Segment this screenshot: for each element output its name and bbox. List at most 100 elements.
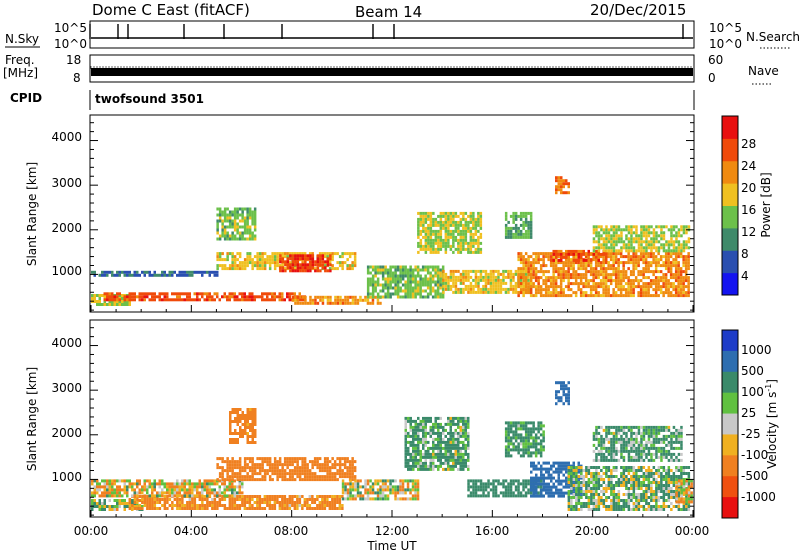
velocity-cell-6 <box>412 440 415 444</box>
velocity-cell-1 <box>258 501 262 504</box>
nsky-strip-frame <box>89 20 695 49</box>
velocity-cell-3 <box>226 475 229 479</box>
power-cell-6 <box>379 301 382 305</box>
power-cell-5 <box>251 219 254 223</box>
power-cell-8 <box>419 211 423 215</box>
power-cell-11 <box>529 273 533 277</box>
power-cell-1 <box>173 292 176 296</box>
power-cell-7 <box>386 286 390 290</box>
velocity-cell-2 <box>153 482 156 486</box>
power-cell-11 <box>642 267 645 271</box>
power-cell-8 <box>464 226 468 230</box>
power-cell-14 <box>667 249 671 253</box>
velocity-cell-3 <box>251 466 254 470</box>
power-cell-11 <box>664 276 668 280</box>
power-cell-10 <box>504 223 508 227</box>
power-cell-9 <box>489 284 493 288</box>
power-cell-11 <box>582 264 585 268</box>
velocity-cell-6 <box>439 422 442 426</box>
velocity-cell-3 <box>298 472 302 476</box>
velocity-cell-6 <box>452 461 455 465</box>
power-cell-8 <box>437 244 440 248</box>
power-cell-9 <box>462 269 465 273</box>
power-cell-11 <box>612 255 615 259</box>
power-cell-1 <box>241 298 244 302</box>
velocity-cell-5 <box>389 491 392 495</box>
velocity-cell-1 <box>218 504 222 507</box>
velocity-cell-1 <box>301 495 304 498</box>
power-cell-14 <box>627 231 631 235</box>
velocity-cell-3 <box>293 460 297 464</box>
power-cell-10 <box>512 232 515 236</box>
power-cell-12 <box>580 255 583 259</box>
velocity-cell-3 <box>323 469 327 473</box>
power-cell-1 <box>171 292 174 296</box>
freq-label-line2: [MHz] <box>3 66 38 80</box>
velocity-cell-2 <box>213 491 216 495</box>
velocity-cell-3 <box>226 478 229 482</box>
power-cell-3 <box>248 261 252 265</box>
power-cell-7 <box>376 265 380 269</box>
power-cell-5 <box>241 225 244 229</box>
velocity-cell-4 <box>249 408 252 411</box>
velocity-cell-2 <box>143 485 146 489</box>
power-cell-5 <box>236 237 239 241</box>
velocity-cell-3 <box>303 457 307 461</box>
power-cell-7 <box>386 292 390 296</box>
power-cell-1 <box>116 295 119 299</box>
power-cell-3 <box>301 261 304 265</box>
velocity-cell-6 <box>447 449 450 453</box>
power-cell-11 <box>684 258 688 262</box>
velocity-cell-2 <box>136 485 139 489</box>
power-cell-11 <box>544 279 548 283</box>
velocity-cell-0 <box>126 502 129 505</box>
power-cell-11 <box>597 285 600 289</box>
power-cell-11 <box>584 267 588 271</box>
velocity-cell-5 <box>399 482 402 486</box>
power-cell-11 <box>619 285 623 289</box>
velocity-cell-3 <box>233 472 237 476</box>
power-cell-8 <box>457 247 460 251</box>
velocity-cell-1 <box>341 495 344 498</box>
power-cell-11 <box>537 291 540 295</box>
power-cell-9 <box>494 284 498 288</box>
power-cell-11 <box>607 294 610 298</box>
power-cell-4 <box>289 263 292 267</box>
power-cell-4 <box>279 260 282 264</box>
velocity-cell-1 <box>166 507 169 510</box>
power-cell-11 <box>667 258 670 262</box>
power-cell-14 <box>605 237 608 241</box>
velocity-cell-3 <box>238 478 242 482</box>
power-cell-11 <box>632 282 635 286</box>
power-cell-11 <box>649 270 653 274</box>
velocity-cell-3 <box>231 463 234 467</box>
power-cell-5 <box>243 222 247 226</box>
power-cell-7 <box>376 271 380 275</box>
power-cell-3 <box>351 264 354 268</box>
power-cell-8 <box>432 241 435 245</box>
power-cell-1 <box>301 298 304 302</box>
velocity-cell-1 <box>258 495 262 498</box>
power-cell-11 <box>627 291 630 295</box>
power-cell-8 <box>449 211 453 215</box>
velocity-cell-1 <box>163 498 167 501</box>
power-cell-2 <box>156 273 159 277</box>
power-cell-11 <box>687 294 690 298</box>
power-cell-11 <box>549 252 553 256</box>
power-cell-11 <box>527 261 530 265</box>
velocity-cell-1 <box>148 507 152 510</box>
velocity-cell-2 <box>218 494 221 498</box>
velocity-cell-1 <box>313 507 317 510</box>
power-cell-11 <box>567 270 570 274</box>
velocity-cell-2 <box>93 491 96 495</box>
power-cell-10 <box>524 220 528 224</box>
velocity-cell-2 <box>101 479 104 483</box>
velocity-cell-3 <box>278 475 282 479</box>
velocity-cell-1 <box>321 504 324 507</box>
velocity-cell-2 <box>171 485 174 489</box>
power-cell-14 <box>617 249 621 253</box>
velocity-cell-2 <box>161 479 164 483</box>
power-cell-11 <box>634 279 638 283</box>
velocity-cell-1 <box>321 495 324 498</box>
power-cell-7 <box>409 292 412 296</box>
